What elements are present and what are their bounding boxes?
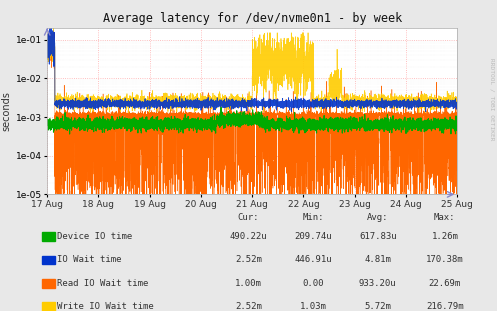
Text: Read IO Wait time: Read IO Wait time — [57, 279, 149, 287]
Text: Device IO time: Device IO time — [57, 232, 132, 241]
Text: 170.38m: 170.38m — [426, 255, 464, 264]
Text: 4.81m: 4.81m — [364, 255, 391, 264]
Y-axis label: seconds: seconds — [1, 91, 11, 131]
Text: 5.72m: 5.72m — [364, 302, 391, 311]
Text: 2.52m: 2.52m — [235, 255, 262, 264]
Text: 490.22u: 490.22u — [230, 232, 267, 241]
Text: 933.20u: 933.20u — [359, 279, 397, 287]
Text: 1.03m: 1.03m — [300, 302, 327, 311]
Text: Cur:: Cur: — [238, 213, 259, 222]
Text: RRDTOOL / TOBI OETIKER: RRDTOOL / TOBI OETIKER — [490, 58, 495, 141]
Text: 2.52m: 2.52m — [235, 302, 262, 311]
Text: 22.69m: 22.69m — [429, 279, 461, 287]
Text: 617.83u: 617.83u — [359, 232, 397, 241]
Text: 446.91u: 446.91u — [294, 255, 332, 264]
Text: 216.79m: 216.79m — [426, 302, 464, 311]
Text: Avg:: Avg: — [367, 213, 389, 222]
Text: 1.00m: 1.00m — [235, 279, 262, 287]
Text: 1.26m: 1.26m — [431, 232, 458, 241]
Text: Min:: Min: — [302, 213, 324, 222]
Text: Max:: Max: — [434, 213, 456, 222]
Text: Write IO Wait time: Write IO Wait time — [57, 302, 154, 311]
Text: 0.00: 0.00 — [302, 279, 324, 287]
Title: Average latency for /dev/nvme0n1 - by week: Average latency for /dev/nvme0n1 - by we… — [102, 12, 402, 26]
Text: IO Wait time: IO Wait time — [57, 255, 122, 264]
Text: 209.74u: 209.74u — [294, 232, 332, 241]
